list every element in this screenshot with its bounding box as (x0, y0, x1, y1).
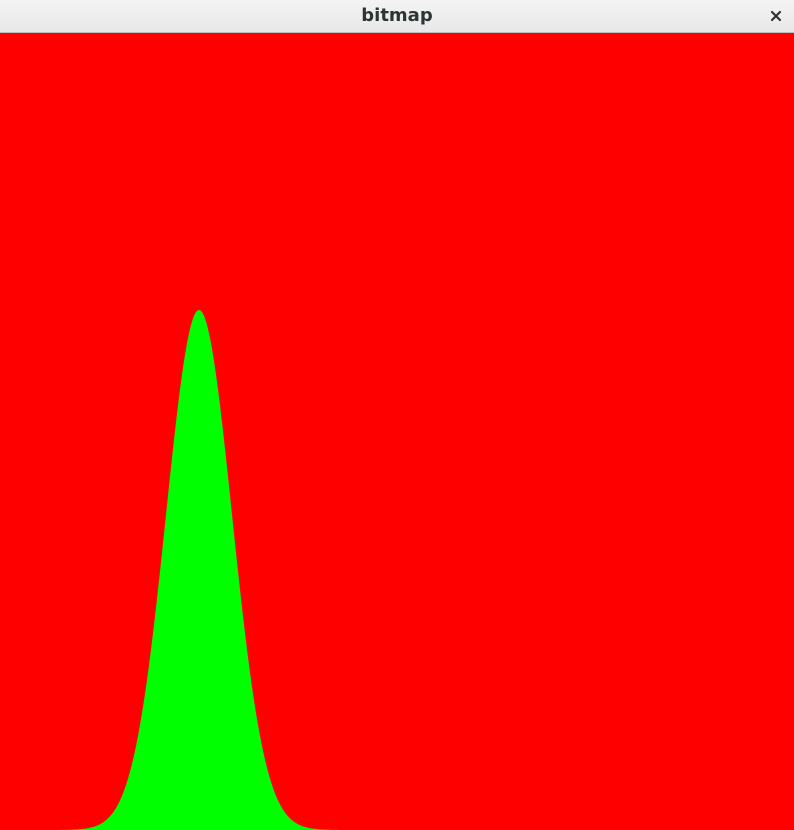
bitmap-image (0, 34, 794, 830)
gaussian-curve (0, 310, 794, 830)
bitmap-canvas (0, 34, 794, 830)
title-bar[interactable]: bitmap (0, 0, 794, 33)
window-title: bitmap (361, 5, 433, 26)
bitmap-background (0, 34, 794, 830)
close-button[interactable] (764, 5, 788, 27)
close-icon[interactable] (770, 10, 782, 22)
